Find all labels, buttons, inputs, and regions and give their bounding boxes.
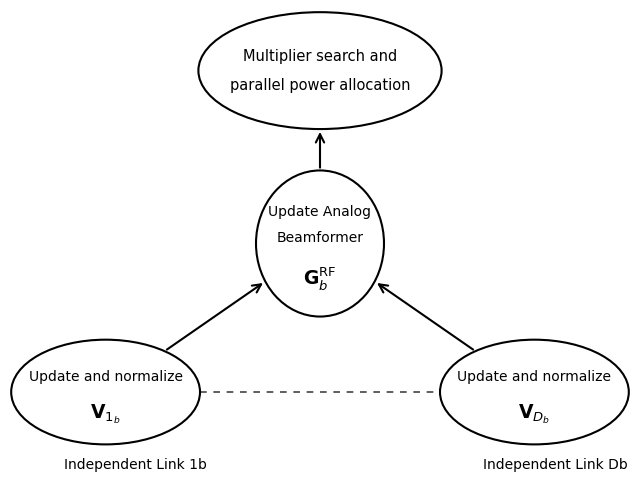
- Ellipse shape: [256, 170, 384, 317]
- Text: $\mathbf{V}_{1_b}$: $\mathbf{V}_{1_b}$: [90, 402, 121, 426]
- Text: Independent Link 1b: Independent Link 1b: [64, 458, 207, 472]
- Text: Multiplier search and: Multiplier search and: [243, 50, 397, 64]
- Text: Update and normalize: Update and normalize: [458, 371, 611, 384]
- Text: Update Analog: Update Analog: [269, 205, 371, 219]
- Text: $\mathbf{V}_{D_b}$: $\mathbf{V}_{D_b}$: [518, 402, 550, 426]
- Text: Beamformer: Beamformer: [276, 231, 364, 244]
- Ellipse shape: [12, 340, 200, 444]
- Text: parallel power allocation: parallel power allocation: [230, 78, 410, 93]
- Text: Update and normalize: Update and normalize: [29, 371, 182, 384]
- Ellipse shape: [198, 12, 442, 129]
- Text: Independent Link Db: Independent Link Db: [483, 458, 628, 472]
- Ellipse shape: [440, 340, 628, 444]
- Text: $\mathbf{G}_b^{\mathrm{RF}}$: $\mathbf{G}_b^{\mathrm{RF}}$: [303, 265, 337, 292]
